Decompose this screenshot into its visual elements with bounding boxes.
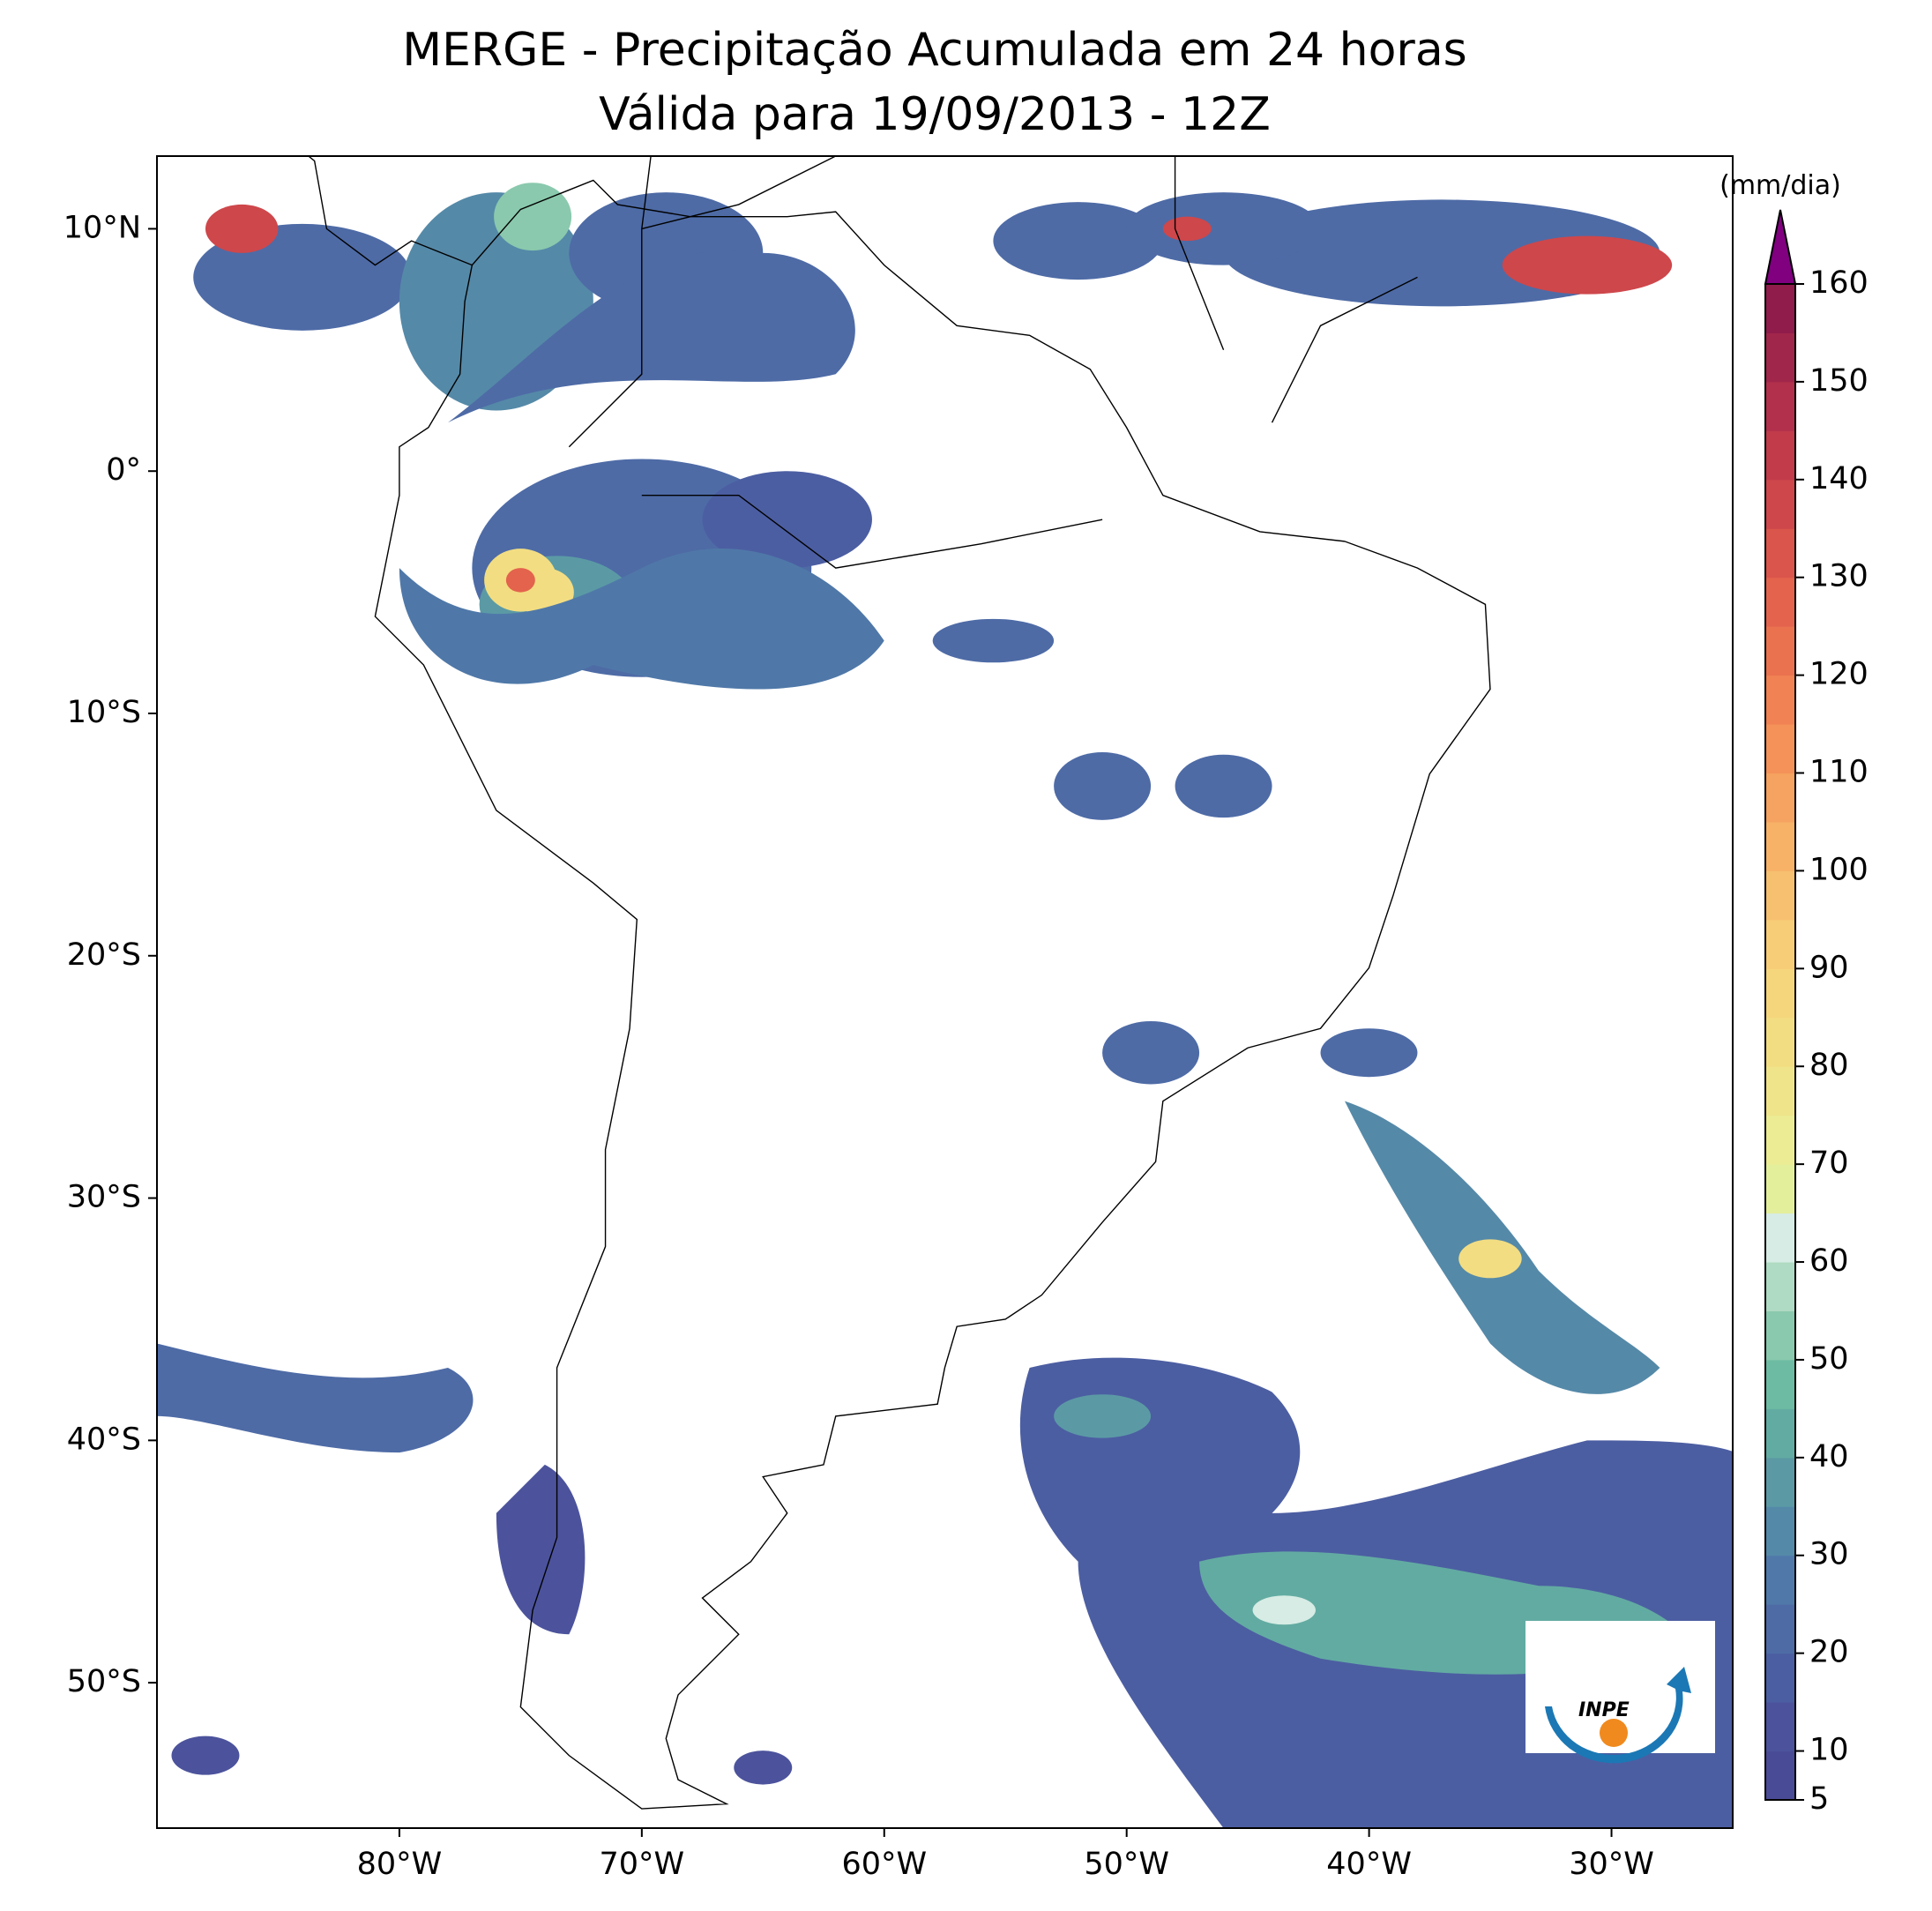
logo-dot (1600, 1719, 1628, 1747)
chart-subtitle: Válida para 19/09/2013 - 12Z (599, 88, 1271, 141)
x-tick-label: 50°W (1084, 1847, 1169, 1882)
colorbar-label: (mm/dia) (1719, 170, 1841, 201)
logo-text: INPE (1578, 1699, 1630, 1721)
colorbar-band (1765, 1164, 1795, 1214)
colorbar-band (1765, 724, 1795, 774)
colorbar-band (1765, 381, 1795, 431)
y-tick-label: 30°S (67, 1180, 141, 1215)
colorbar-band (1765, 1310, 1795, 1361)
colorbar-band (1765, 919, 1795, 969)
rain-area (702, 471, 872, 569)
rain-area (932, 618, 1055, 663)
x-tick-label: 40°W (1326, 1847, 1412, 1882)
x-tick-label: 70°W (600, 1847, 685, 1882)
colorbar-band (1765, 626, 1795, 676)
colorbar-band (1765, 1555, 1795, 1605)
colorbar-band (1765, 577, 1795, 627)
colorbar-tick-label: 60 (1809, 1243, 1849, 1279)
colorbar-tick-label: 140 (1809, 461, 1869, 496)
coastlines (278, 0, 1490, 1809)
colorbar-tick-label: 30 (1809, 1537, 1849, 1572)
colorbar-band (1765, 528, 1795, 579)
colorbar-band (1765, 1408, 1795, 1459)
y-tick-label: 50°S (67, 1664, 141, 1699)
axes-frame (156, 155, 1734, 1829)
y-tick-label: 0° (106, 452, 141, 488)
colorbar-band (1765, 675, 1795, 725)
logo: INPE (1525, 1621, 1715, 1764)
rain-area (447, 250, 855, 423)
rain-area (1162, 216, 1212, 242)
colorbar-tick-label: 80 (1809, 1048, 1849, 1083)
rain-area (157, 1343, 474, 1453)
colorbar-tick-label: 160 (1809, 265, 1869, 301)
rain-area (1126, 192, 1321, 265)
colorbar-band (1765, 479, 1795, 529)
rain-area (1252, 1595, 1317, 1625)
colorbar-tick-label: 120 (1809, 657, 1869, 692)
colorbar-band (1765, 821, 1795, 871)
rain-area (1502, 235, 1673, 295)
colorbar-band (1765, 773, 1795, 823)
colorbar-tick-label: 150 (1809, 363, 1869, 399)
rain-area (505, 568, 535, 593)
colorbar-band (1765, 1359, 1795, 1409)
colorbar-band (1765, 1604, 1795, 1654)
rain-area (993, 202, 1163, 280)
rain-area (496, 1464, 586, 1635)
rain-area (1175, 754, 1272, 818)
colorbar-band (1765, 1017, 1795, 1067)
colorbar-tick-label: 90 (1809, 950, 1849, 985)
colorbar-tick-label: 5 (1809, 1781, 1829, 1817)
colorbar-tick-label: 110 (1809, 755, 1869, 790)
colorbar-band (1765, 1066, 1795, 1116)
rain-area (171, 1736, 240, 1775)
rain-area (1320, 1028, 1418, 1078)
logo-arc (1545, 1667, 1691, 1764)
rain-area (1054, 1394, 1152, 1438)
rain-area (494, 183, 572, 251)
country-borders (569, 0, 1417, 568)
y-tick-label: 10°S (67, 695, 141, 730)
rain-area (1054, 751, 1152, 820)
colorbar-band (1765, 1213, 1795, 1263)
colorbar-band (1765, 1702, 1795, 1752)
colorbar-band (1765, 332, 1795, 383)
colorbar-tick-label: 40 (1809, 1439, 1849, 1474)
rain-area (1458, 1239, 1522, 1279)
x-tick-label: 80°W (357, 1847, 443, 1882)
colorbar-band (1765, 870, 1795, 921)
colorbar-band (1765, 430, 1795, 481)
y-tick-label: 20°S (67, 937, 141, 973)
south-america-outline (375, 180, 1490, 1809)
colorbar-band (1765, 1457, 1795, 1507)
rain-area (734, 1751, 793, 1785)
colorbar-band (1765, 1115, 1795, 1165)
central-america-outline (278, 131, 472, 265)
colorbar: 5 10 20 30 40 50 60 70 80 90 100 110 120 130 140 150 160… (1719, 170, 1869, 1817)
y-tick-label: 10°N (63, 210, 141, 245)
colorbar-band (1765, 284, 1795, 333)
colorbar-band (1765, 1751, 1795, 1801)
rain-area (399, 548, 884, 690)
colorbar-band (1765, 1262, 1795, 1311)
colorbar-band (1765, 1653, 1795, 1703)
colorbar-band (1765, 968, 1795, 1019)
y-tick-label: 40°S (67, 1422, 141, 1457)
colorbar-tick-label: 10 (1809, 1733, 1849, 1768)
rain-area (1102, 1020, 1200, 1085)
rain-area (205, 204, 279, 253)
chart-title: MERGE - Precipitação Acumulada em 24 hor… (402, 24, 1467, 77)
colorbar-tick-label: 70 (1809, 1146, 1849, 1181)
x-tick-label: 60°W (841, 1847, 927, 1882)
colorbar-tick-label: 50 (1809, 1341, 1849, 1377)
colorbar-tick-label: 130 (1809, 559, 1869, 594)
colorbar-frame (1764, 283, 1796, 1801)
colorbar-tick-label: 20 (1809, 1635, 1849, 1670)
colorbar-tick-label: 100 (1809, 852, 1869, 887)
x-tick-label: 30°W (1569, 1847, 1654, 1882)
colorbar-band (1765, 1506, 1795, 1556)
